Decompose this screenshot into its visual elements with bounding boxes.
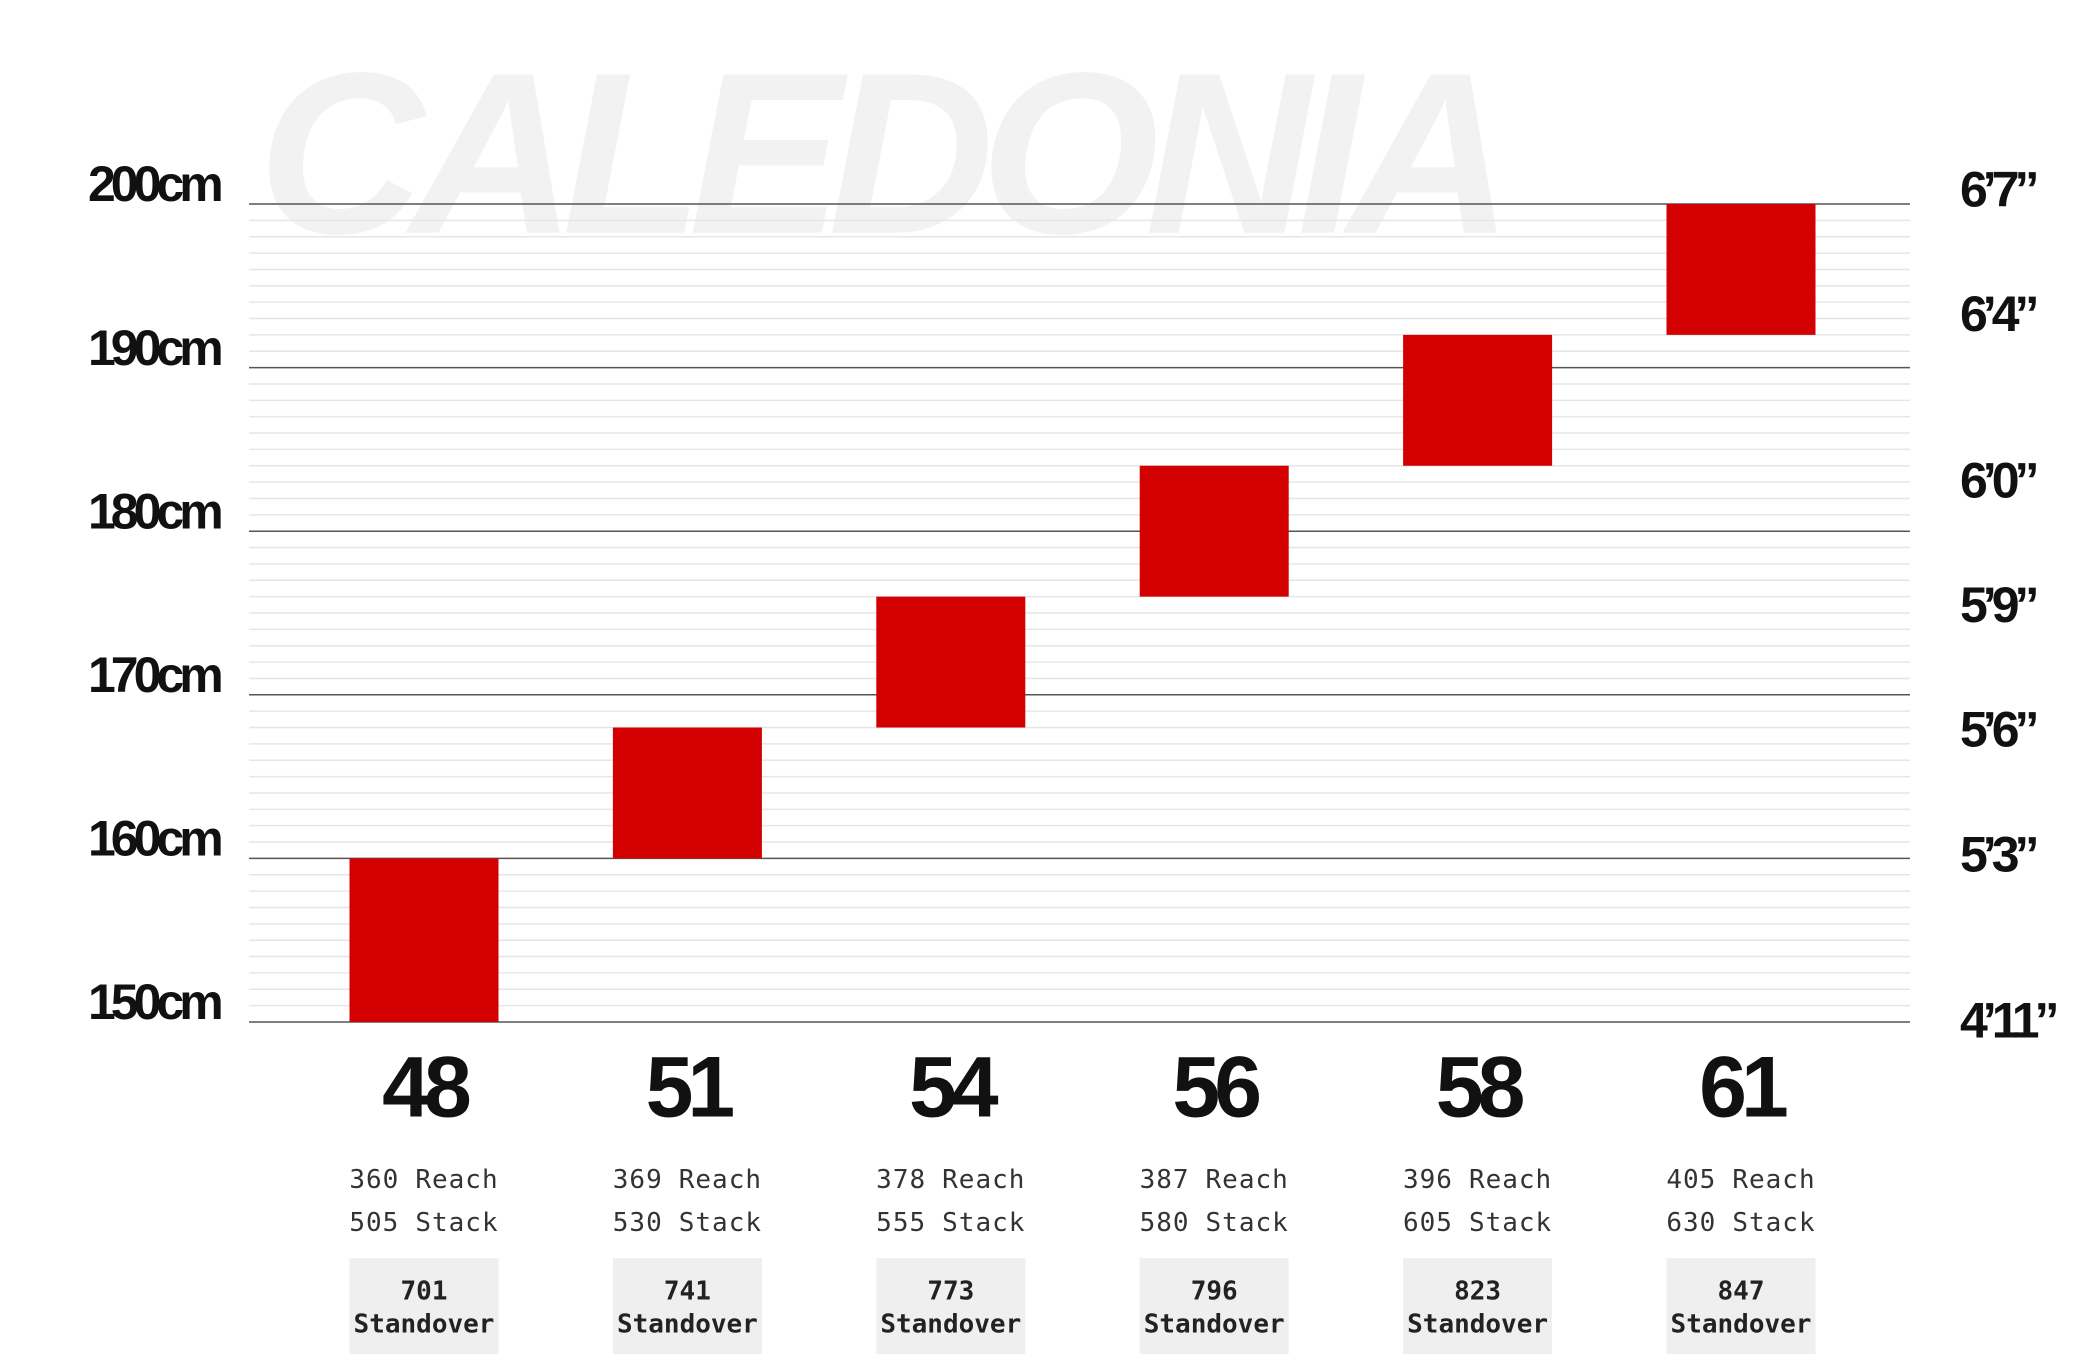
standover-box xyxy=(876,1258,1026,1354)
reach-value: 396 xyxy=(1403,1165,1453,1195)
stack-label: Stack xyxy=(1469,1208,1552,1238)
standover-label: Standover xyxy=(880,1310,1021,1340)
stack-label: Stack xyxy=(679,1208,762,1238)
standover-value: 847 xyxy=(1718,1277,1765,1307)
y2-tick-label: 4’11” xyxy=(1960,993,2057,1049)
stack-value: 630 xyxy=(1666,1208,1716,1238)
y-tick-label: 200cm xyxy=(88,156,221,212)
size-label: 48 xyxy=(382,1040,470,1136)
stack-text: 530 Stack xyxy=(613,1208,762,1238)
reach-label: Reach xyxy=(679,1165,762,1195)
reach-label: Reach xyxy=(1206,1165,1289,1195)
reach-text: 396 Reach xyxy=(1403,1165,1552,1195)
reach-label: Reach xyxy=(415,1165,498,1195)
stack-value: 580 xyxy=(1140,1208,1190,1238)
size-label: 58 xyxy=(1436,1040,1524,1136)
stack-label: Stack xyxy=(942,1208,1025,1238)
y2-tick-label: 6’7” xyxy=(1960,161,2037,217)
stack-label: Stack xyxy=(415,1208,498,1238)
y-tick-label: 190cm xyxy=(88,320,221,376)
y2-tick-label: 5’6” xyxy=(1960,702,2037,758)
stack-label: Stack xyxy=(1732,1208,1815,1238)
standover-label: Standover xyxy=(617,1310,758,1340)
stack-value: 530 xyxy=(613,1208,663,1238)
standover-label: Standover xyxy=(354,1310,495,1340)
reach-value: 360 xyxy=(349,1165,399,1195)
reach-text: 360 Reach xyxy=(349,1165,498,1195)
y-tick-label: 180cm xyxy=(88,483,221,539)
standover-value: 796 xyxy=(1191,1277,1238,1307)
standover-label: Standover xyxy=(1144,1310,1285,1340)
standover-value: 741 xyxy=(664,1277,711,1307)
stack-text: 630 Stack xyxy=(1666,1208,1815,1238)
y-tick-label: 170cm xyxy=(88,647,221,703)
y2-tick-label: 5’9” xyxy=(1960,577,2037,633)
standover-box xyxy=(1666,1258,1816,1354)
reach-value: 405 xyxy=(1666,1165,1716,1195)
y2-tick-label: 5’3” xyxy=(1960,826,2037,882)
reach-value: 369 xyxy=(613,1165,663,1195)
standover-box xyxy=(1139,1258,1289,1354)
stack-value: 555 xyxy=(876,1208,926,1238)
reach-text: 405 Reach xyxy=(1666,1165,1815,1195)
standover-value: 773 xyxy=(927,1277,974,1307)
reach-text: 369 Reach xyxy=(613,1165,762,1195)
reach-label: Reach xyxy=(942,1165,1025,1195)
bar xyxy=(1666,204,1816,335)
standover-box xyxy=(349,1258,499,1354)
stack-text: 505 Stack xyxy=(349,1208,498,1238)
standover-value: 823 xyxy=(1454,1277,1501,1307)
bar xyxy=(1139,465,1289,597)
standover-box xyxy=(612,1258,762,1354)
y-tick-label: 150cm xyxy=(88,974,221,1030)
reach-value: 378 xyxy=(876,1165,926,1195)
stack-text: 555 Stack xyxy=(876,1208,1025,1238)
standover-box xyxy=(1403,1258,1553,1354)
reach-text: 387 Reach xyxy=(1140,1165,1289,1195)
bar xyxy=(612,727,762,859)
standover-label: Standover xyxy=(1671,1310,1812,1340)
bar xyxy=(876,596,1026,728)
watermark: CALEDONIA xyxy=(258,25,1499,282)
stack-text: 580 Stack xyxy=(1140,1208,1289,1238)
stack-value: 505 xyxy=(349,1208,399,1238)
stack-text: 605 Stack xyxy=(1403,1208,1552,1238)
size-label: 61 xyxy=(1699,1040,1787,1136)
stack-label: Stack xyxy=(1206,1208,1289,1238)
standover-value: 701 xyxy=(401,1277,448,1307)
y2-tick-label: 6’0” xyxy=(1960,452,2037,508)
bar xyxy=(349,858,499,1022)
y2-tick-label: 6’4” xyxy=(1960,286,2037,342)
reach-text: 378 Reach xyxy=(876,1165,1025,1195)
bar xyxy=(1403,334,1553,466)
y-tick-label: 160cm xyxy=(88,811,221,867)
reach-label: Reach xyxy=(1732,1165,1815,1195)
reach-label: Reach xyxy=(1469,1165,1552,1195)
size-label: 54 xyxy=(909,1040,999,1136)
size-label: 51 xyxy=(646,1040,734,1136)
size-label: 56 xyxy=(1172,1040,1259,1136)
stack-value: 605 xyxy=(1403,1208,1453,1238)
reach-value: 387 xyxy=(1140,1165,1190,1195)
standover-label: Standover xyxy=(1407,1310,1548,1340)
